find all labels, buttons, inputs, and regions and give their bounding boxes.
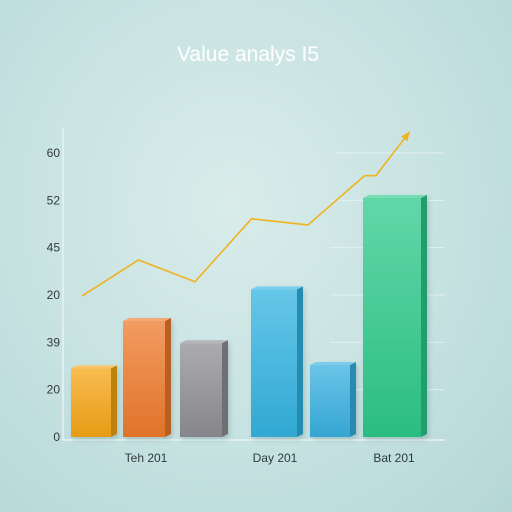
bar-side [111, 365, 117, 437]
chart-title: Value analys I5 [177, 43, 319, 66]
bar-side [297, 286, 303, 437]
x-tick-label: Teh 201 [125, 451, 168, 465]
y-tick-label: 20 [47, 383, 61, 397]
trend-line-group [81, 131, 411, 297]
bar [251, 286, 303, 437]
bar-front [71, 368, 111, 437]
bar [71, 365, 117, 437]
bar-side [165, 318, 171, 437]
bar-front [363, 197, 421, 437]
bar-front [251, 289, 297, 437]
bar-front [180, 343, 222, 437]
bar-top [123, 318, 171, 322]
bar [123, 318, 171, 437]
bar-side [350, 362, 356, 437]
bar [363, 194, 427, 437]
bar-top [310, 362, 356, 366]
bar-side [222, 340, 228, 437]
bar-front [310, 365, 350, 437]
y-tick-label: 0 [53, 430, 60, 444]
y-axis-ticks: 60 52 45 20 39 20 0 [47, 146, 61, 444]
y-tick-label: 39 [47, 335, 61, 349]
bar [310, 362, 356, 437]
bar [180, 340, 228, 437]
bar-top [71, 365, 117, 369]
y-tick-label: 20 [47, 288, 61, 302]
y-tick-label: 52 [47, 193, 61, 207]
y-tick-label: 60 [47, 146, 61, 160]
bars [71, 194, 427, 437]
y-tick-label: 45 [47, 241, 61, 255]
x-axis-ticks: Teh 201 Day 201 Bat 201 [125, 451, 415, 465]
bar-top [251, 286, 303, 290]
x-tick-label: Bat 201 [373, 451, 415, 465]
bar-front [123, 321, 165, 437]
trend-line-tail [375, 131, 411, 177]
bar-top [180, 340, 228, 344]
trend-arrowhead [401, 131, 410, 142]
x-tick-label: Day 201 [253, 451, 298, 465]
trend-line [81, 174, 376, 297]
bar-top [363, 194, 427, 198]
bar-side [421, 194, 427, 437]
